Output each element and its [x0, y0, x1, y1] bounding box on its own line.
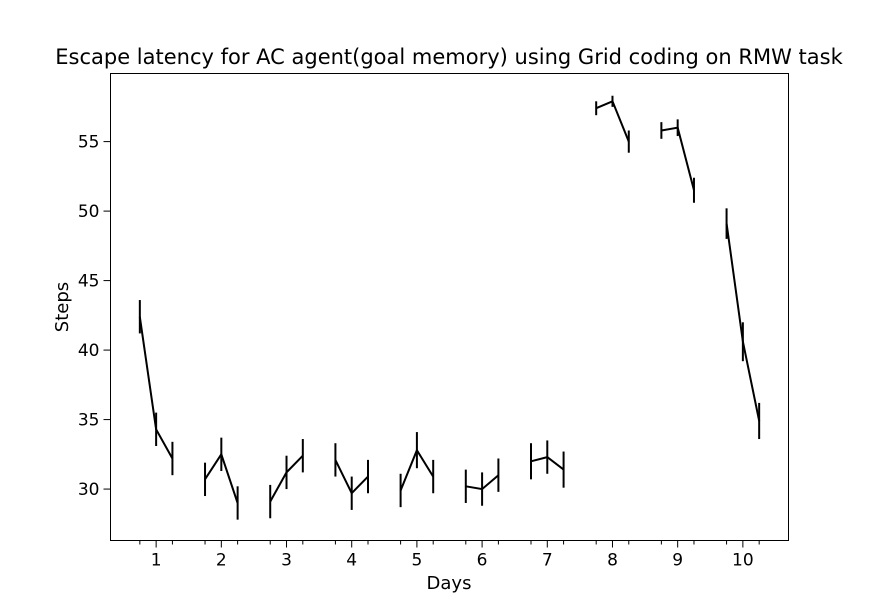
- x-tick-label: 9: [672, 551, 683, 571]
- x-tick-label: 4: [346, 551, 357, 571]
- x-tick-label: 8: [607, 551, 618, 571]
- x-tick-label: 1: [151, 551, 162, 571]
- x-axis: 1 2 3 4 5 6 7 8 9 10: [139, 540, 760, 571]
- y-tick-label: 30: [78, 480, 100, 500]
- y-tick-label: 40: [78, 341, 100, 361]
- y-axis-label: Steps: [52, 282, 73, 332]
- y-tick-label: 45: [78, 272, 100, 292]
- x-tick-label: 3: [281, 551, 292, 571]
- x-tick-label: 7: [542, 551, 553, 571]
- x-tick-label: 2: [216, 551, 227, 571]
- x-tick-label: 5: [411, 551, 422, 571]
- plot-area: [138, 95, 761, 520]
- y-axis: 30 35 40 45 50 55: [78, 133, 111, 500]
- chart-title: Escape latency for AC agent(goal memory)…: [55, 45, 843, 69]
- x-tick-label: 6: [477, 551, 488, 571]
- axes-frame: [110, 73, 789, 541]
- y-tick-label: 50: [78, 202, 100, 222]
- x-tick-label: 10: [732, 551, 754, 571]
- x-axis-label: Days: [427, 573, 472, 594]
- y-tick-label: 35: [78, 411, 100, 431]
- y-tick-label: 55: [78, 133, 100, 153]
